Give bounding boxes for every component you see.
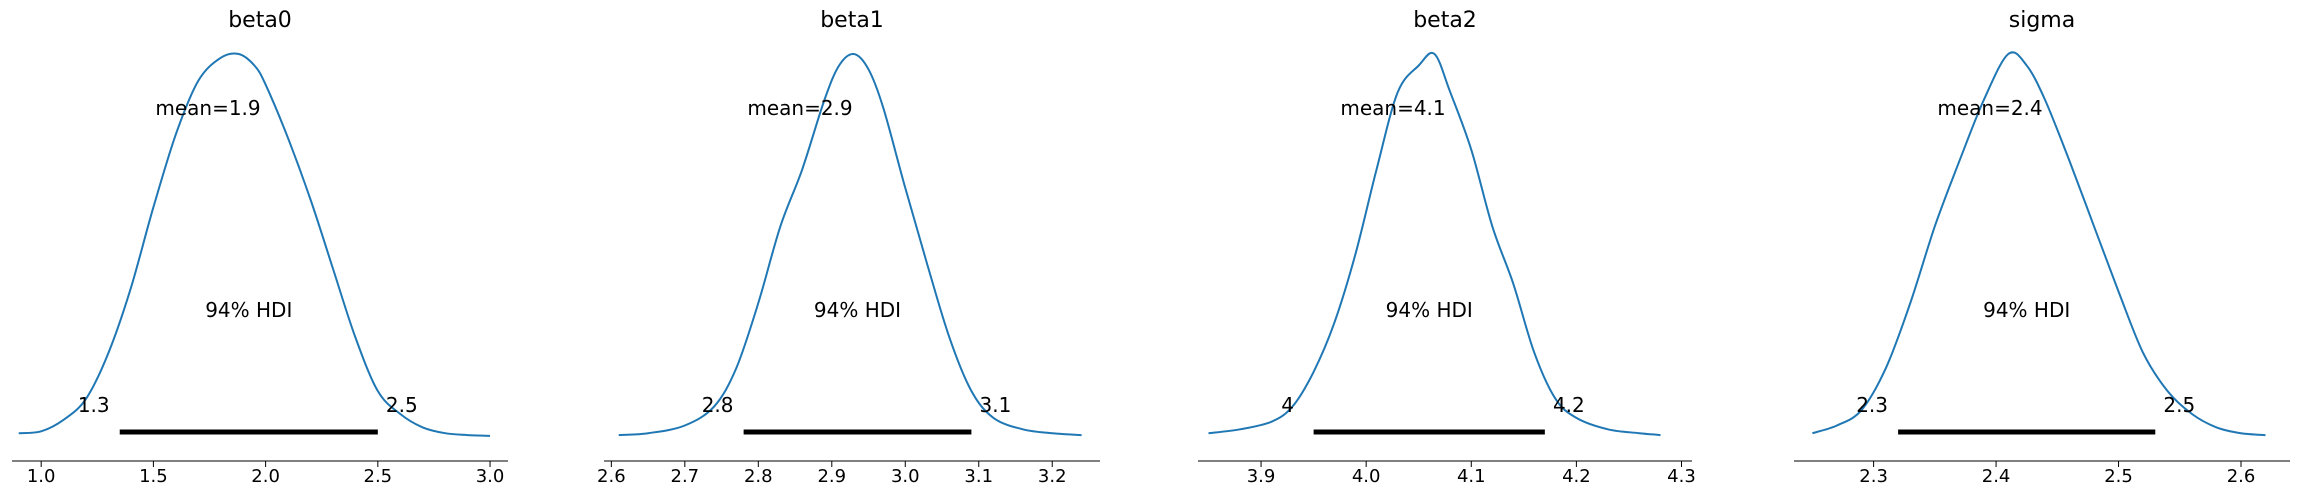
hdi-high-label: 2.5 xyxy=(2163,393,2195,417)
panel-title: beta1 xyxy=(820,8,884,33)
hdi-label: 94% HDI xyxy=(1386,298,1473,322)
x-tick-label: 3.2 xyxy=(1038,466,1067,487)
mean-label: mean=4.1 xyxy=(1340,96,1445,120)
density-curve xyxy=(1812,51,2266,437)
x-tick-label: 2.4 xyxy=(1982,466,2011,487)
hdi-low-label: 1.3 xyxy=(78,393,110,417)
density-curve xyxy=(18,52,491,437)
panel-title: sigma xyxy=(2009,8,2075,33)
mean-label: mean=2.4 xyxy=(1937,96,2042,120)
x-tick-label: 4.0 xyxy=(1352,466,1381,487)
x-tick-label: 2.6 xyxy=(597,466,626,487)
x-tick-label: 2.8 xyxy=(744,466,773,487)
density-curve xyxy=(618,52,1082,437)
x-tick-label: 2.3 xyxy=(1859,466,1888,487)
mean-label: mean=2.9 xyxy=(747,96,852,120)
x-tick-label: 2.7 xyxy=(671,466,700,487)
x-tick-label: 1.0 xyxy=(27,466,56,487)
density-curve xyxy=(1208,51,1661,437)
x-tick-label: 1.5 xyxy=(139,466,168,487)
hdi-high-label: 2.5 xyxy=(386,393,418,417)
x-tick-label: 2.6 xyxy=(2227,466,2256,487)
hdi-high-label: 4.2 xyxy=(1553,393,1585,417)
hdi-low-label: 2.8 xyxy=(702,393,734,417)
x-tick-label: 2.9 xyxy=(817,466,846,487)
panel-title: beta2 xyxy=(1413,8,1477,33)
x-tick-label: 2.0 xyxy=(251,466,280,487)
hdi-low-label: 4 xyxy=(1281,393,1294,417)
hdi-label: 94% HDI xyxy=(205,298,292,322)
x-tick-label: 3.0 xyxy=(891,466,920,487)
x-tick-label: 2.5 xyxy=(364,466,393,487)
x-tick-label: 2.5 xyxy=(2104,466,2133,487)
x-tick-label: 4.3 xyxy=(1667,466,1696,487)
hdi-low-label: 2.3 xyxy=(1856,393,1888,417)
hdi-label: 94% HDI xyxy=(814,298,901,322)
x-tick-label: 4.2 xyxy=(1562,466,1591,487)
x-tick-label: 3.9 xyxy=(1247,466,1276,487)
mean-label: mean=1.9 xyxy=(155,96,260,120)
x-tick-label: 3.0 xyxy=(476,466,505,487)
hdi-label: 94% HDI xyxy=(1983,298,2070,322)
hdi-high-label: 3.1 xyxy=(980,393,1012,417)
x-tick-label: 3.1 xyxy=(964,466,993,487)
panel-title: beta0 xyxy=(228,8,292,33)
x-tick-label: 4.1 xyxy=(1457,466,1486,487)
